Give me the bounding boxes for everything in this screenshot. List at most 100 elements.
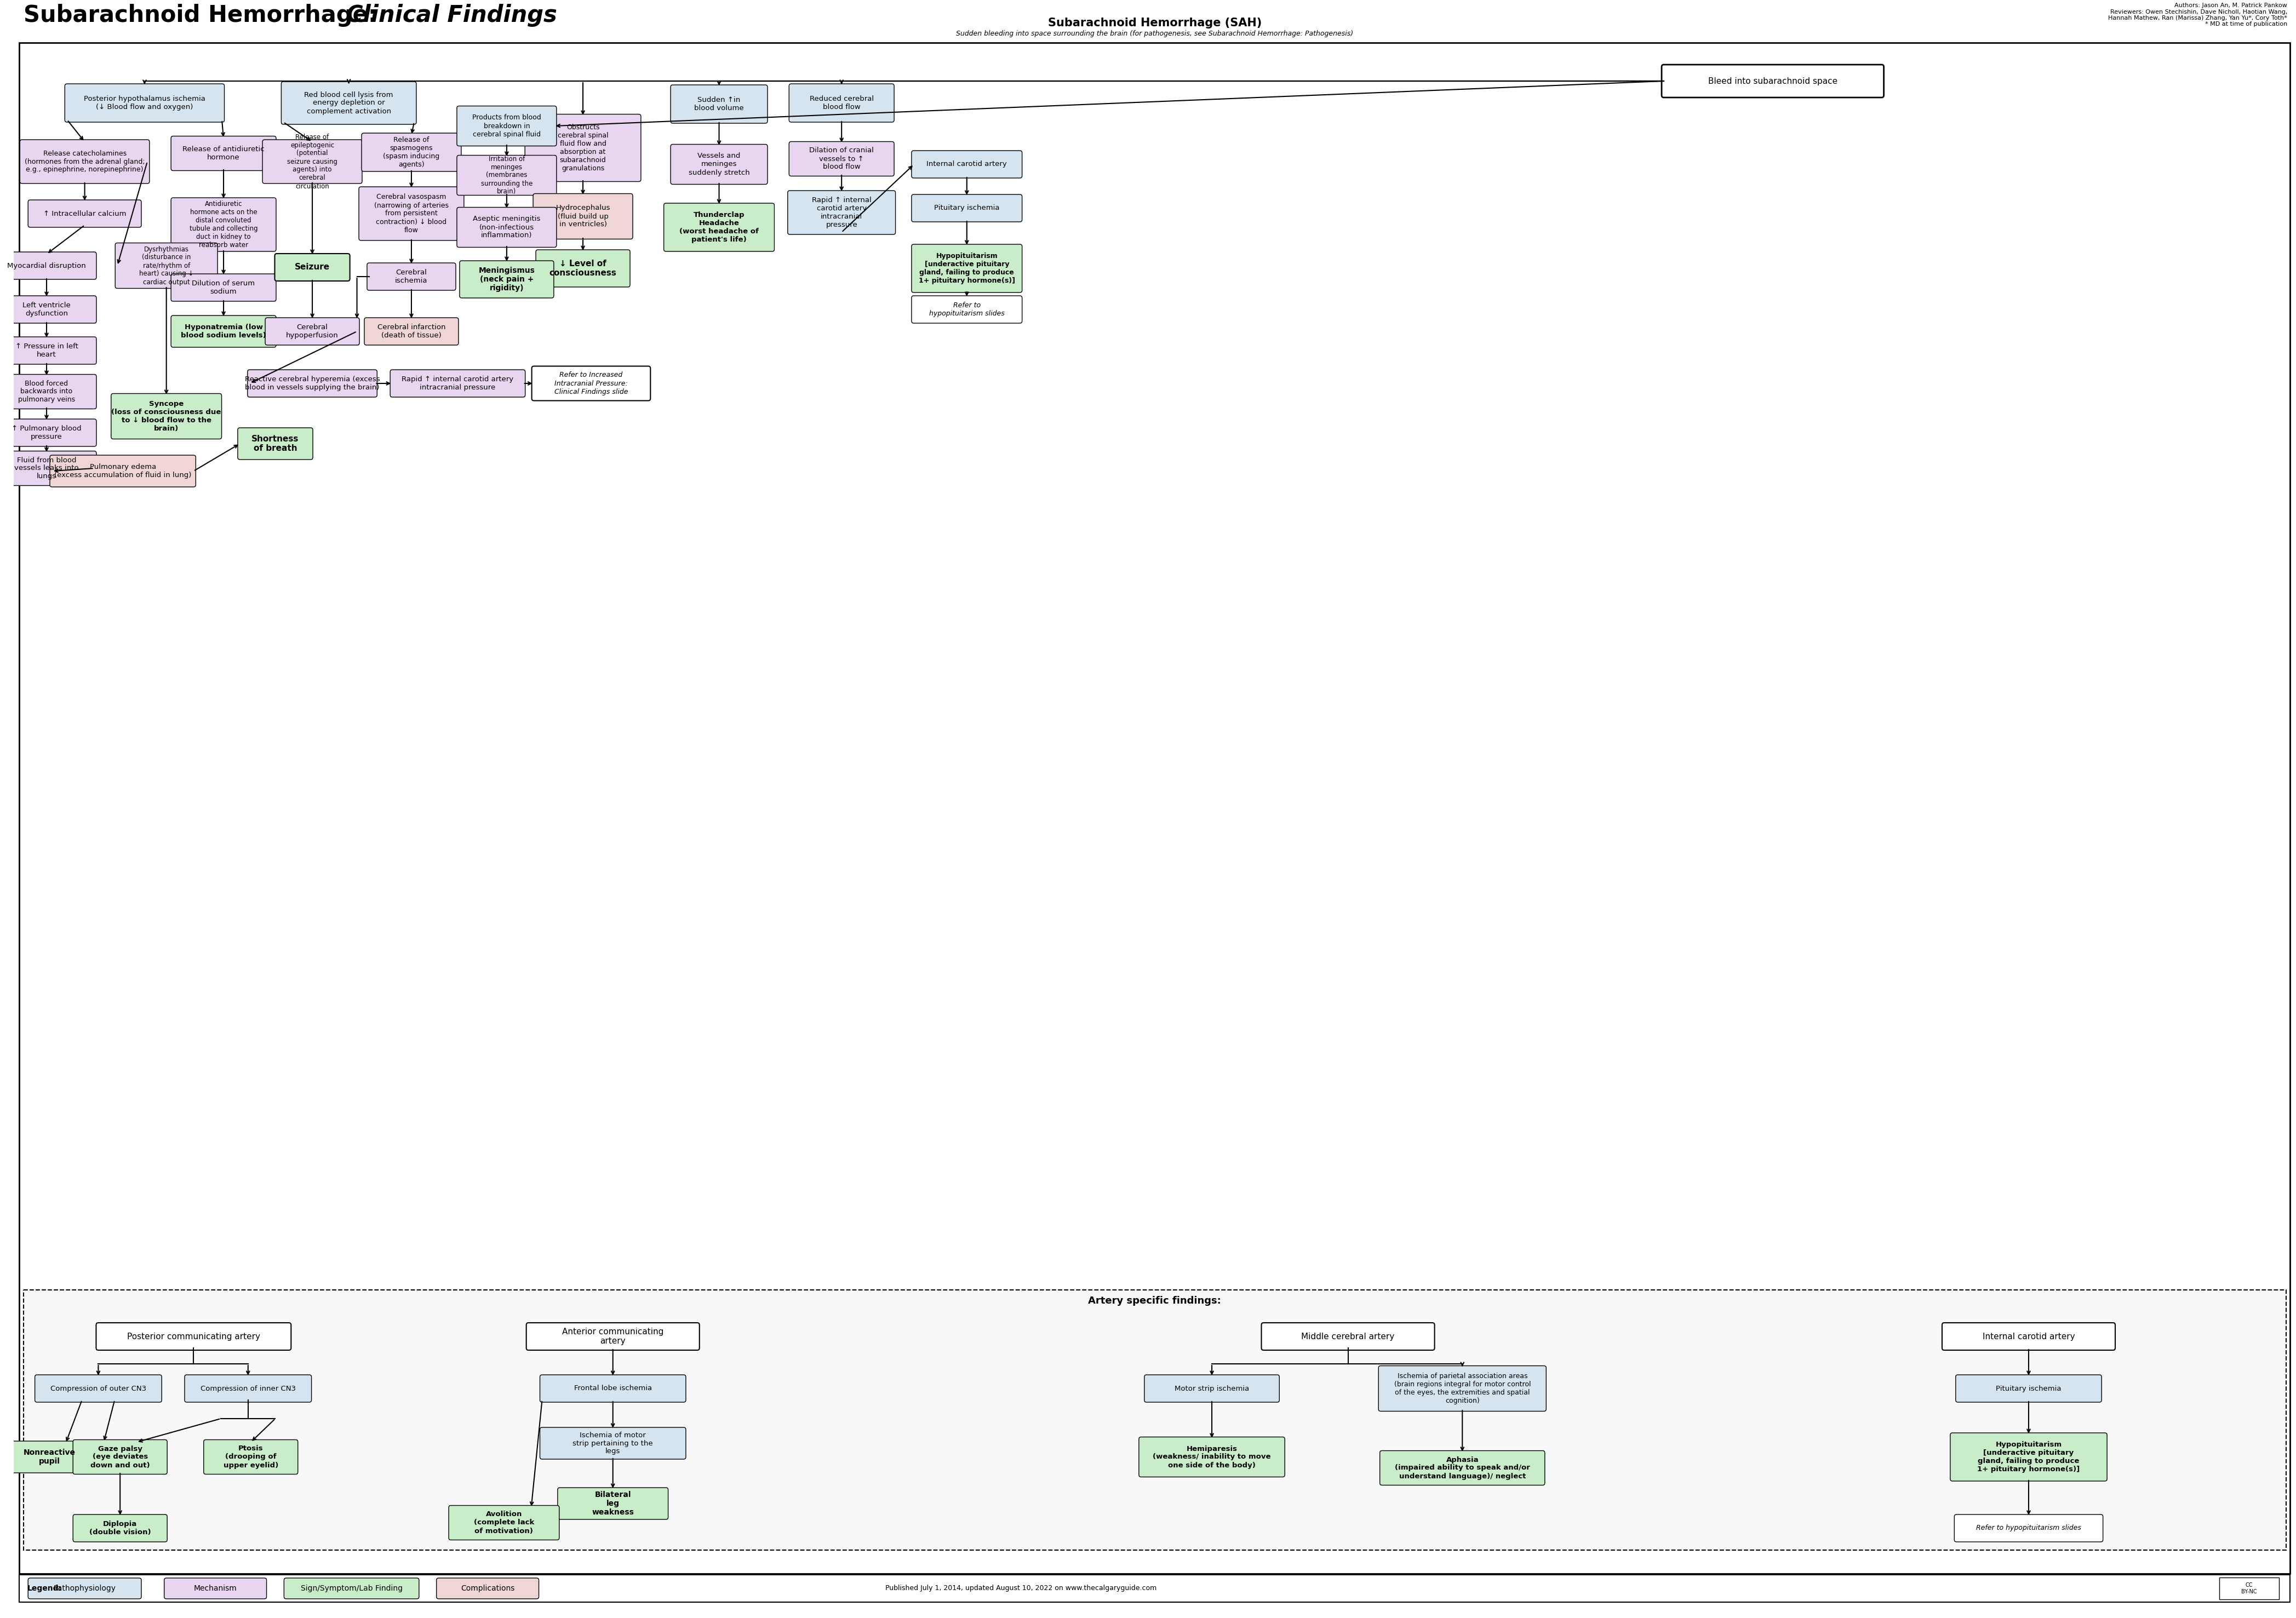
FancyBboxPatch shape	[526, 115, 641, 181]
FancyBboxPatch shape	[0, 252, 96, 280]
FancyBboxPatch shape	[360, 133, 461, 172]
FancyBboxPatch shape	[912, 244, 1022, 293]
FancyBboxPatch shape	[0, 296, 96, 324]
Text: Cerebral infarction
(death of tissue): Cerebral infarction (death of tissue)	[377, 324, 445, 340]
Text: Rapid ↑ internal carotid artery
intracranial pressure: Rapid ↑ internal carotid artery intracra…	[402, 375, 514, 392]
Text: ↑ Pulmonary blood
pressure: ↑ Pulmonary blood pressure	[11, 426, 83, 440]
FancyBboxPatch shape	[0, 451, 96, 485]
Text: Reactive cerebral hyperemia (excess
blood in vessels supplying the brain): Reactive cerebral hyperemia (excess bloo…	[246, 375, 379, 392]
Text: Compression of outer CN3: Compression of outer CN3	[51, 1385, 147, 1391]
Text: Dilation of cranial
vessels to ↑
blood flow: Dilation of cranial vessels to ↑ blood f…	[808, 147, 875, 170]
Text: * MD at time of publication: * MD at time of publication	[2204, 21, 2287, 28]
Text: Release of
spasmogens
(spasm inducing
agents): Release of spasmogens (spasm inducing ag…	[383, 136, 441, 168]
FancyBboxPatch shape	[459, 260, 553, 298]
FancyBboxPatch shape	[21, 139, 149, 183]
Text: Hypopituitarism
[underactive pituitary
gland, failing to produce
1+ pituitary ho: Hypopituitarism [underactive pituitary g…	[918, 252, 1015, 285]
FancyBboxPatch shape	[110, 393, 223, 438]
Text: Cerebral
hypoperfusion: Cerebral hypoperfusion	[287, 324, 338, 340]
FancyBboxPatch shape	[457, 107, 556, 146]
FancyBboxPatch shape	[239, 427, 312, 460]
Text: Reviewers: Owen Stechishin, Dave Nicholl, Haotian Wang,: Reviewers: Owen Stechishin, Dave Nicholl…	[2110, 10, 2287, 15]
Text: Release of antidiuretic
hormone: Release of antidiuretic hormone	[184, 146, 264, 162]
FancyBboxPatch shape	[1949, 1434, 2108, 1480]
Text: Left ventricle
dysfunction: Left ventricle dysfunction	[23, 303, 71, 317]
FancyBboxPatch shape	[670, 144, 767, 184]
Text: Posterior hypothalamus ischemia
(↓ Blood flow and oxygen): Posterior hypothalamus ischemia (↓ Blood…	[85, 95, 204, 110]
FancyBboxPatch shape	[0, 419, 96, 447]
FancyBboxPatch shape	[912, 296, 1022, 324]
Text: Cerebral vasospasm
(narrowing of arteries
from persistent
contraction) ↓ blood
f: Cerebral vasospasm (narrowing of arterie…	[374, 194, 448, 233]
FancyBboxPatch shape	[170, 136, 276, 170]
FancyBboxPatch shape	[1139, 1437, 1286, 1477]
FancyBboxPatch shape	[204, 1440, 298, 1474]
FancyBboxPatch shape	[170, 316, 276, 348]
Text: Diplopia
(double vision): Diplopia (double vision)	[90, 1521, 152, 1535]
FancyBboxPatch shape	[457, 207, 556, 248]
FancyBboxPatch shape	[457, 155, 556, 196]
Text: Frontal lobe ischemia: Frontal lobe ischemia	[574, 1385, 652, 1391]
Text: Internal carotid artery: Internal carotid artery	[928, 160, 1008, 168]
FancyBboxPatch shape	[170, 273, 276, 301]
FancyBboxPatch shape	[540, 1375, 687, 1403]
Text: Meningismus
(neck pain +
rigidity): Meningismus (neck pain + rigidity)	[478, 267, 535, 293]
Text: ↑ Pressure in left
heart: ↑ Pressure in left heart	[16, 343, 78, 358]
FancyBboxPatch shape	[358, 186, 464, 241]
FancyBboxPatch shape	[1261, 1324, 1435, 1349]
Text: Hypopituitarism
[underactive pituitary
gland, failing to produce
1+ pituitary ho: Hypopituitarism [underactive pituitary g…	[1977, 1442, 2080, 1472]
FancyBboxPatch shape	[170, 197, 276, 251]
Text: Clinical Findings: Clinical Findings	[347, 3, 558, 28]
Text: Cerebral
ischemia: Cerebral ischemia	[395, 269, 427, 285]
FancyBboxPatch shape	[276, 254, 349, 282]
FancyBboxPatch shape	[34, 1375, 161, 1403]
Text: Irritation of
meninges
(membranes
surrounding the
brain): Irritation of meninges (membranes surrou…	[480, 155, 533, 196]
Text: Bleed into subarachnoid space: Bleed into subarachnoid space	[1708, 78, 1837, 86]
FancyBboxPatch shape	[790, 142, 893, 176]
Text: Ptosis
(drooping of
upper eyelid): Ptosis (drooping of upper eyelid)	[223, 1445, 278, 1469]
FancyBboxPatch shape	[1143, 1375, 1279, 1403]
Text: Hannah Mathew, Ran (Marissa) Zhang, Yan Yu*, Cory Toth*: Hannah Mathew, Ran (Marissa) Zhang, Yan …	[2108, 15, 2287, 21]
FancyBboxPatch shape	[558, 1487, 668, 1519]
Text: Posterior communicating artery: Posterior communicating artery	[126, 1332, 259, 1341]
FancyBboxPatch shape	[28, 201, 142, 227]
Text: Refer to Increased
Intracranial Pressure:
Clinical Findings slide: Refer to Increased Intracranial Pressure…	[553, 372, 627, 395]
Text: Artery specific findings:: Artery specific findings:	[1088, 1296, 1221, 1306]
FancyBboxPatch shape	[1956, 1375, 2101, 1403]
Text: Thunderclap
Headache
(worst headache of
patient's life): Thunderclap Headache (worst headache of …	[680, 212, 758, 243]
FancyBboxPatch shape	[1380, 1451, 1545, 1485]
FancyBboxPatch shape	[535, 249, 629, 286]
Text: Internal carotid artery: Internal carotid artery	[1981, 1332, 2076, 1341]
Text: Dysrhythmias
(disturbance in
rate/rhythm of
heart) causing ↓
cardiac output: Dysrhythmias (disturbance in rate/rhythm…	[140, 246, 193, 286]
FancyBboxPatch shape	[664, 204, 774, 251]
FancyBboxPatch shape	[788, 191, 895, 235]
FancyBboxPatch shape	[670, 84, 767, 123]
Text: Hyponatremia (low
blood sodium levels): Hyponatremia (low blood sodium levels)	[181, 324, 266, 340]
FancyBboxPatch shape	[1954, 1514, 2103, 1542]
FancyBboxPatch shape	[266, 317, 360, 345]
Text: CC
BY-NC: CC BY-NC	[2241, 1582, 2257, 1594]
FancyBboxPatch shape	[790, 84, 893, 121]
Text: Nonreactive
pupil: Nonreactive pupil	[23, 1448, 76, 1466]
FancyBboxPatch shape	[1662, 65, 1883, 97]
Text: Products from blood
breakdown in
cerebral spinal fluid: Products from blood breakdown in cerebra…	[473, 115, 542, 138]
Text: Rapid ↑ internal
carotid artery
intracranial
pressure: Rapid ↑ internal carotid artery intracra…	[813, 197, 872, 228]
FancyBboxPatch shape	[64, 84, 225, 121]
FancyBboxPatch shape	[2, 1442, 96, 1472]
Text: Middle cerebral artery: Middle cerebral artery	[1302, 1332, 1394, 1341]
Text: Dilution of serum
sodium: Dilution of serum sodium	[193, 280, 255, 294]
FancyBboxPatch shape	[912, 150, 1022, 178]
Text: Compression of inner CN3: Compression of inner CN3	[200, 1385, 296, 1391]
FancyBboxPatch shape	[282, 81, 416, 125]
FancyBboxPatch shape	[540, 1427, 687, 1459]
Text: Seizure: Seizure	[294, 264, 331, 272]
Text: Ischemia of motor
strip pertaining to the
legs: Ischemia of motor strip pertaining to th…	[572, 1432, 652, 1455]
FancyBboxPatch shape	[285, 1578, 420, 1599]
Text: Ischemia of parietal association areas
(brain regions integral for motor control: Ischemia of parietal association areas (…	[1394, 1372, 1531, 1404]
Text: Legend:: Legend:	[28, 1584, 62, 1592]
Text: Aseptic meningitis
(non-infectious
inflammation): Aseptic meningitis (non-infectious infla…	[473, 215, 540, 239]
Text: Sudden ↑in
blood volume: Sudden ↑in blood volume	[693, 97, 744, 112]
FancyBboxPatch shape	[390, 371, 526, 396]
Text: Reduced cerebral
blood flow: Reduced cerebral blood flow	[810, 95, 875, 110]
FancyBboxPatch shape	[23, 1290, 2287, 1550]
Text: Refer to
hypopituitarism slides: Refer to hypopituitarism slides	[930, 303, 1006, 317]
Text: Avolition
(complete lack
of motivation): Avolition (complete lack of motivation)	[473, 1511, 535, 1534]
